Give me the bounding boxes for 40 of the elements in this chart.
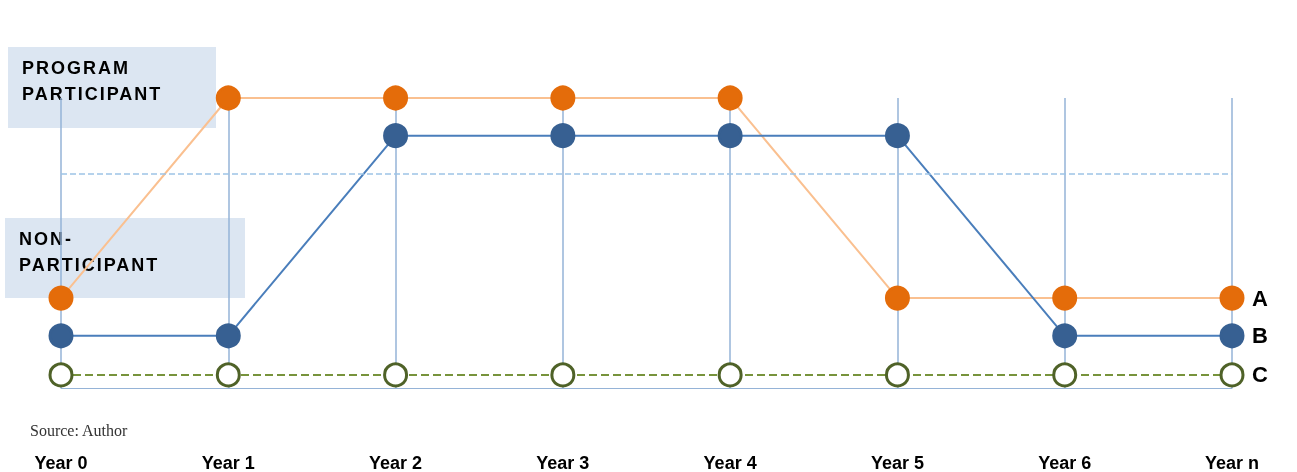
annotation: PROGRAM PARTICIPANT <box>22 57 164 106</box>
point <box>215 362 241 388</box>
point <box>215 85 241 111</box>
label-panel: PROGRAM PARTICIPANT <box>8 47 216 128</box>
point <box>48 285 74 311</box>
point <box>1219 362 1245 388</box>
point <box>1052 323 1078 349</box>
x-tick-label: Year 3 <box>536 453 590 472</box>
point <box>48 323 74 349</box>
point <box>215 323 241 349</box>
series-label: A <box>1252 285 1268 311</box>
x-tick-label: Year 1 <box>201 453 255 472</box>
x-tick-label: Year 2 <box>369 453 423 472</box>
point <box>884 123 910 149</box>
point <box>383 123 409 149</box>
point <box>550 362 576 388</box>
point <box>1052 362 1078 388</box>
x-tick-label: Year 5 <box>870 453 924 472</box>
x-tick-label: Year 4 <box>703 453 757 472</box>
source-note: Source: Author <box>30 421 128 439</box>
x-tick-label: Year 6 <box>1038 453 1092 472</box>
series-label: C <box>1252 362 1268 388</box>
point <box>884 362 910 388</box>
point <box>1052 285 1078 311</box>
point <box>884 285 910 311</box>
series-label: B <box>1252 323 1268 349</box>
point <box>717 362 743 388</box>
point <box>550 85 576 111</box>
annotation: NON-PARTICIPANT <box>19 228 161 277</box>
point <box>1219 285 1245 311</box>
label-panel: NON-PARTICIPANT <box>5 218 245 298</box>
point <box>550 123 576 149</box>
x-tick-label: Year 0 <box>34 453 88 472</box>
point <box>48 362 74 388</box>
point <box>383 85 409 111</box>
point <box>1219 323 1245 349</box>
point <box>383 362 409 388</box>
point <box>717 85 743 111</box>
point <box>717 123 743 149</box>
x-tick-label: Year n <box>1204 453 1260 472</box>
